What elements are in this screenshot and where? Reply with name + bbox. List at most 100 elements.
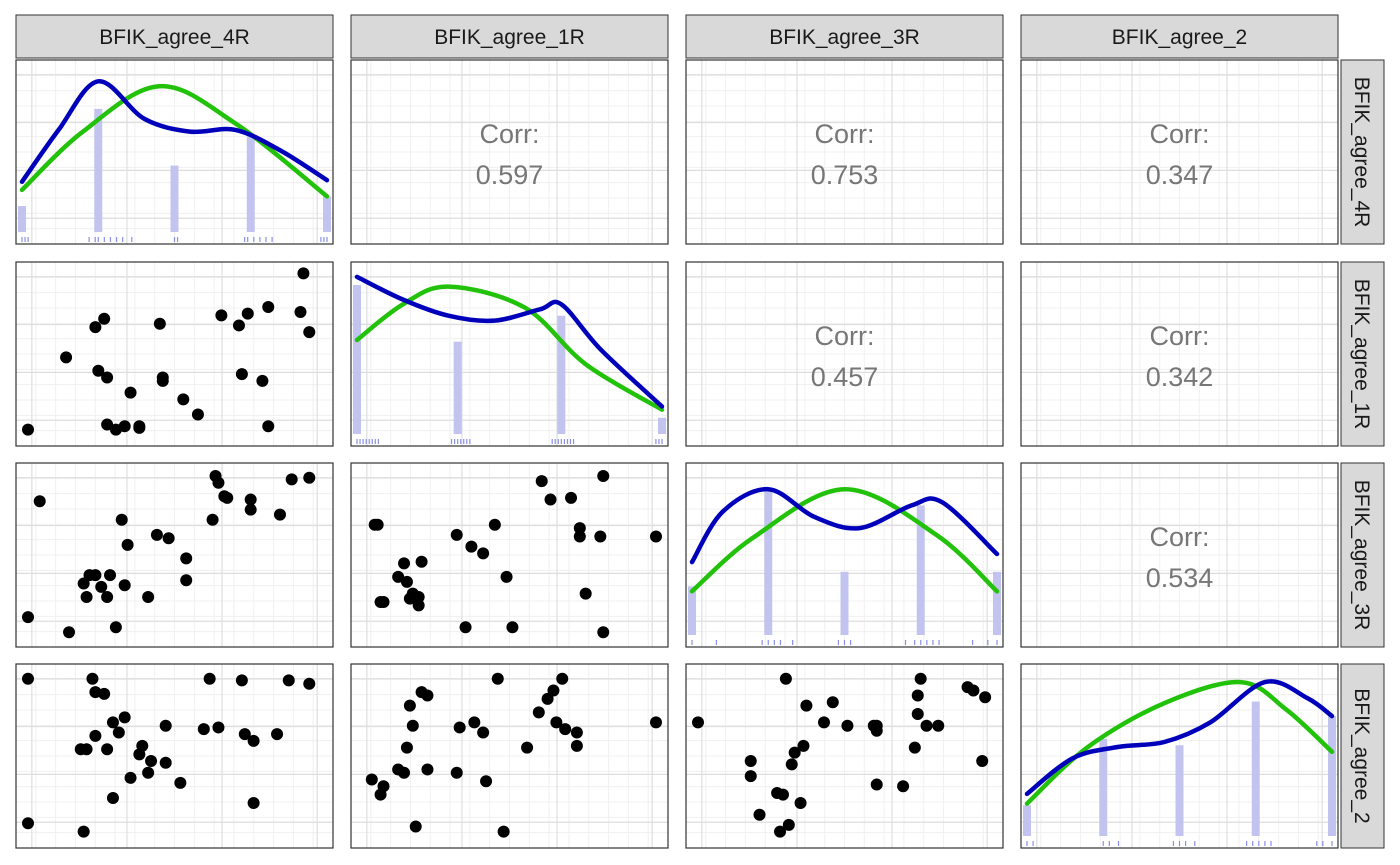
scatter-point	[491, 672, 504, 685]
scatter-point	[162, 532, 175, 545]
normal-density-curve	[354, 284, 665, 412]
scatter-point	[911, 689, 924, 702]
scatter-point	[559, 723, 572, 736]
scatter-point	[788, 746, 801, 759]
scatter-point	[118, 711, 131, 724]
row-strip-BFIK_agree_1R: BFIK_agree_1R	[1340, 261, 1385, 447]
scatter-point	[365, 773, 378, 786]
scatter-point	[80, 591, 93, 603]
histogram-bar	[916, 505, 925, 635]
scatter-point	[159, 756, 172, 769]
scatter-point	[579, 587, 592, 600]
scatter-point	[570, 739, 583, 752]
scatter-point	[89, 686, 102, 699]
corr-value: 0.347	[1146, 160, 1214, 190]
corr-label: Corr:	[480, 119, 540, 149]
row-strip-BFIK_agree_3R: BFIK_agree_3R	[1340, 462, 1385, 648]
scatter-point	[285, 473, 298, 486]
scatter-point	[565, 491, 578, 504]
scatter-point	[377, 780, 390, 793]
scatter-point	[156, 374, 169, 387]
column-strip-BFIK_agree_4R: BFIK_agree_4R	[15, 14, 334, 59]
scatter-point	[556, 672, 569, 685]
strip-background	[350, 14, 669, 59]
panel-BFIK_agree_1R-BFIK_agree_2: Corr: 0.342	[1020, 261, 1339, 447]
scatter-point	[241, 307, 254, 320]
histogram-bar	[1328, 716, 1336, 836]
scatter-point	[133, 420, 146, 433]
scatter-point	[573, 522, 586, 535]
strip-background	[1340, 663, 1385, 849]
scatter-point	[159, 719, 172, 732]
scatter-point	[215, 309, 228, 322]
column-strip-label: BFIK_agree_4R	[99, 26, 250, 49]
scatter-point	[22, 611, 34, 624]
scatter-point	[104, 569, 117, 582]
panel-border	[350, 462, 669, 648]
panel-BFIK_agree_3R-BFIK_agree_3R	[685, 462, 1004, 648]
scatter-point	[174, 776, 187, 789]
scatter-point	[77, 825, 90, 838]
corr-value: 0.534	[1146, 563, 1214, 593]
column-strip-label: BFIK_agree_1R	[434, 26, 585, 49]
scatter-point	[500, 570, 513, 583]
scatter-point	[95, 580, 108, 593]
panel-border	[685, 59, 1004, 245]
scatter-point	[153, 317, 166, 330]
scatter-point	[797, 739, 810, 752]
strip-background	[1340, 59, 1385, 245]
scatter-point	[101, 371, 114, 384]
scatter-point	[124, 771, 137, 784]
scatter-point	[450, 528, 463, 541]
scatter-point	[550, 716, 563, 729]
scatter-point	[271, 728, 284, 741]
scatter-point	[841, 719, 854, 732]
scatter-point	[262, 300, 275, 313]
corr-label: Corr:	[815, 321, 875, 351]
histogram-bar	[764, 487, 773, 635]
scatter-point	[650, 530, 662, 543]
histogram-bar	[323, 196, 331, 232]
histogram-bar	[557, 315, 566, 434]
scatter-point	[870, 778, 883, 791]
scatter-point	[506, 621, 519, 634]
scatter-point	[89, 729, 102, 742]
scatter-point	[650, 716, 662, 729]
scatter-point	[932, 719, 945, 732]
corr-value: 0.342	[1146, 362, 1214, 392]
scatter-point	[794, 797, 807, 810]
scatter-point	[86, 672, 99, 685]
column-strip-label: BFIK_agree_3R	[769, 26, 920, 49]
scatter-point	[911, 708, 924, 720]
scatter-point	[256, 374, 269, 387]
scatter-point	[212, 476, 225, 489]
scatter-point	[180, 552, 193, 565]
scatter-point	[118, 420, 131, 433]
scatter-point	[22, 423, 34, 436]
scatter-point	[398, 557, 411, 570]
scatter-point	[303, 677, 316, 690]
panel-BFIK_agree_1R-BFIK_agree_1R	[350, 261, 669, 447]
scatter-point	[282, 674, 295, 687]
histogram-bar	[1099, 738, 1108, 836]
panel-border	[685, 462, 1004, 648]
scatter-point	[782, 818, 795, 831]
panel-BFIK_agree_3R-BFIK_agree_2: Corr: 0.534	[1020, 462, 1339, 648]
scatter-point	[535, 475, 548, 488]
column-strip-BFIK_agree_3R: BFIK_agree_3R	[685, 14, 1004, 59]
scatter-point	[89, 321, 102, 334]
histogram-bar	[170, 165, 179, 232]
scatter-point	[979, 691, 992, 704]
scatter-point	[60, 351, 73, 364]
row-strip-BFIK_agree_4R: BFIK_agree_4R	[1340, 59, 1385, 245]
panel-BFIK_agree_3R-BFIK_agree_1R	[350, 462, 669, 648]
scatter-point	[22, 817, 34, 830]
scatter-point	[197, 723, 210, 736]
row-strip-label: BFIK_agree_3R	[1350, 480, 1373, 631]
normal-density-curve	[689, 486, 1000, 594]
panel-BFIK_agree_1R-BFIK_agree_4R	[15, 261, 334, 447]
panel-BFIK_agree_4R-BFIK_agree_4R	[15, 59, 334, 245]
scatter-point	[488, 518, 501, 531]
corr-value: 0.597	[476, 160, 544, 190]
scatter-point	[779, 672, 792, 685]
